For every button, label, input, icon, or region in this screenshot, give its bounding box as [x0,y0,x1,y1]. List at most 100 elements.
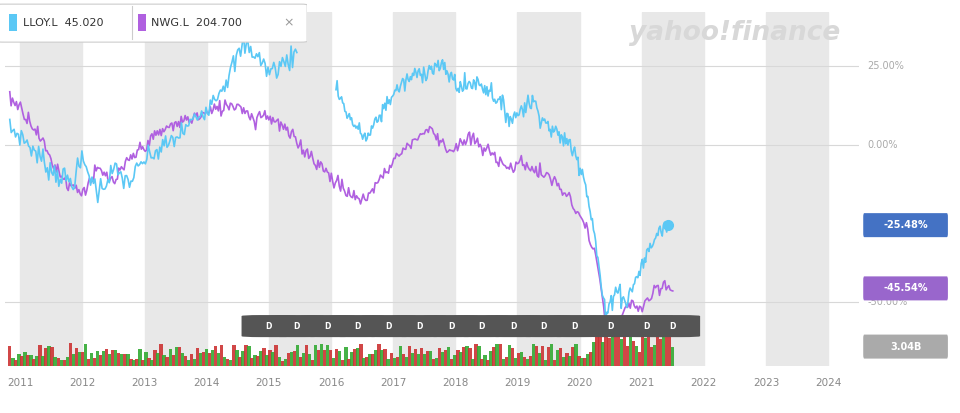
Bar [123,354,127,366]
Bar [766,12,828,366]
Bar [20,12,83,366]
Bar [96,351,99,366]
Text: D: D [478,322,485,330]
Bar [29,355,33,366]
Bar [251,358,253,366]
Bar [435,358,439,366]
Bar [68,344,72,366]
Bar [598,337,602,366]
Bar [480,359,484,366]
Bar [99,356,103,366]
Bar [505,357,508,366]
Bar [523,357,526,366]
FancyBboxPatch shape [454,315,509,337]
Text: 0.00%: 0.00% [867,140,898,150]
Bar [308,354,311,366]
Bar [348,358,350,366]
Bar [411,353,414,366]
Bar [377,344,381,366]
Bar [62,360,66,366]
Bar [180,353,184,366]
Bar [511,348,514,366]
Bar [151,360,154,366]
Bar [526,359,529,366]
Bar [84,344,87,366]
Text: -50.00%: -50.00% [867,297,907,307]
Bar [656,333,660,366]
Bar [299,357,302,366]
Bar [248,346,251,366]
FancyBboxPatch shape [330,315,384,337]
Bar [611,323,614,366]
Bar [359,344,363,366]
Bar [323,350,326,366]
Bar [383,349,387,366]
Bar [265,355,269,366]
Bar [44,348,48,366]
FancyBboxPatch shape [547,315,602,337]
Bar [202,351,205,366]
Bar [644,338,647,366]
Text: 2019: 2019 [504,378,531,388]
Bar [226,359,229,366]
Bar [605,331,608,366]
FancyBboxPatch shape [645,315,700,337]
Bar [574,344,578,366]
Bar [538,353,541,366]
Text: D: D [447,322,454,330]
Bar [301,354,305,366]
Bar [72,354,75,366]
Text: 25.00%: 25.00% [867,61,904,71]
Bar [568,356,571,366]
Bar [235,350,238,366]
Bar [114,349,117,366]
Bar [471,358,474,366]
Bar [647,337,650,366]
Bar [592,342,596,366]
Text: D: D [294,322,300,330]
Bar [626,346,629,366]
Bar [659,339,662,366]
Bar [190,354,193,366]
Text: 2022: 2022 [690,378,717,388]
Bar [441,352,444,366]
Text: D: D [416,322,422,330]
Bar [135,359,138,366]
Bar [81,352,84,366]
Bar [356,347,360,366]
Bar [193,359,196,366]
FancyBboxPatch shape [362,315,416,337]
Bar [438,348,442,366]
Bar [165,357,169,366]
Bar [54,357,57,366]
Bar [12,358,14,366]
Bar [57,358,60,366]
Bar [14,360,17,366]
Bar [314,345,317,366]
Bar [662,324,665,366]
Bar [495,344,499,366]
Bar [23,351,27,366]
Bar [405,357,408,366]
Bar [329,350,332,366]
Bar [580,358,584,366]
Bar [317,350,321,366]
Bar [414,349,418,366]
Bar [296,346,300,366]
Bar [613,327,617,366]
Bar [51,347,54,366]
Bar [93,358,96,366]
Bar [532,344,536,366]
Bar [372,354,374,366]
Bar [154,350,156,366]
Text: ×: × [283,16,294,29]
Bar [20,356,24,366]
Bar [126,354,130,366]
Bar [514,358,517,366]
Bar [138,14,146,31]
Bar [283,359,287,366]
Bar [498,344,502,366]
Bar [350,352,353,366]
Bar [462,347,466,366]
Bar [275,345,277,366]
